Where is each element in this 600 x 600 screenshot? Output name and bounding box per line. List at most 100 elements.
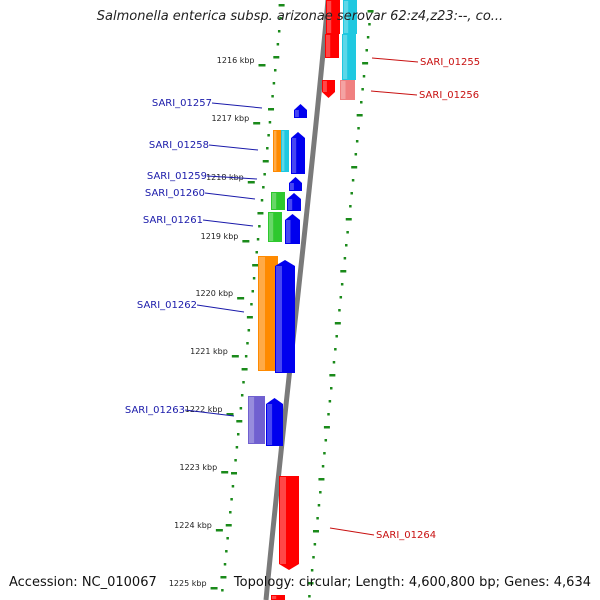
track-tick	[226, 537, 229, 540]
gene-shape	[279, 476, 299, 570]
track-tick	[267, 134, 270, 137]
gene-sari-01264	[279, 476, 299, 570]
gene-highlight	[249, 397, 255, 443]
gene-shape	[273, 130, 281, 172]
track-tick	[278, 4, 285, 7]
track-tick	[223, 563, 227, 566]
gene-highlight	[274, 131, 277, 171]
leader-line	[204, 192, 256, 200]
gene-shape	[289, 177, 302, 191]
track-tick	[271, 95, 274, 98]
track-tick	[231, 485, 235, 488]
genome-backbone	[263, 0, 331, 600]
scale-label: 1219 kbp	[201, 232, 239, 241]
track-tick	[340, 270, 347, 273]
track-tick	[276, 43, 280, 46]
track-tick	[246, 316, 253, 319]
gene-sari-01263-purple	[248, 396, 265, 444]
gene-label-left: SARI_01259	[147, 171, 207, 182]
leader-line	[184, 409, 235, 417]
track-tick	[357, 127, 360, 130]
gene-sari-01262	[275, 260, 295, 373]
gene-label-left: SARI_01262	[137, 300, 197, 311]
gene-highlight	[276, 266, 282, 372]
track-tick	[343, 257, 347, 260]
gene-shape	[285, 214, 300, 244]
track-tick	[361, 88, 364, 91]
gene-highlight	[282, 131, 285, 171]
gene-shape	[291, 132, 305, 174]
track-tick	[262, 186, 265, 189]
scale-label: 1222 kbp	[185, 405, 223, 414]
gene-highlight	[267, 404, 273, 445]
track-tick	[242, 381, 245, 384]
gene-sari-01256	[340, 80, 355, 100]
track-tick	[234, 459, 237, 462]
track-tick	[250, 303, 253, 306]
track-tick	[345, 244, 348, 247]
gene-label-right: SARI_01264	[376, 530, 436, 541]
gene-sari-01258	[291, 132, 305, 174]
scale-tick	[237, 297, 245, 300]
track-tick	[349, 205, 352, 208]
gene-label-right: SARI_01256	[419, 90, 479, 101]
track-tick	[252, 277, 256, 280]
scale-tick	[215, 529, 223, 532]
track-tick	[225, 524, 232, 527]
track-tick	[268, 121, 272, 124]
track-tick	[279, 17, 282, 20]
gene-highlight	[272, 596, 277, 599]
track-tick	[335, 335, 338, 338]
gene-shape	[342, 34, 356, 80]
track-tick	[356, 114, 363, 117]
track-tick	[319, 491, 322, 494]
scale-label: 1220 kbp	[195, 289, 233, 298]
track-tick	[266, 147, 269, 150]
gene-red-lower	[325, 34, 339, 58]
track-tick	[350, 192, 353, 195]
gene-shape	[266, 398, 283, 446]
gene-sari-01260-green	[271, 192, 285, 210]
gene-shape	[275, 260, 295, 373]
scale-tick	[253, 122, 261, 125]
track-tick	[273, 69, 277, 72]
track-tick	[263, 173, 266, 176]
track-tick	[345, 218, 352, 221]
gene-shape	[271, 192, 285, 210]
gene-sari-01258-orange	[273, 130, 281, 172]
track-tick	[310, 569, 314, 572]
track-tick	[312, 556, 315, 559]
track-tick	[316, 517, 319, 520]
track-tick	[277, 30, 281, 33]
track-tick	[225, 550, 228, 553]
track-tick	[362, 62, 369, 65]
track-tick	[360, 101, 363, 104]
scale-label: 1223 kbp	[179, 463, 217, 472]
track-tick	[246, 342, 249, 345]
gene-shape	[268, 212, 282, 242]
track-tick	[329, 387, 333, 390]
gene-cyan-lower	[342, 34, 356, 80]
track-tick	[332, 361, 336, 364]
gene-shape	[287, 193, 301, 211]
track-tick	[236, 420, 243, 423]
track-tick	[334, 348, 337, 351]
gene-sari-01257	[294, 104, 307, 118]
gene-label-left: SARI_01260	[145, 188, 205, 199]
track-tick	[317, 504, 321, 507]
track-tick	[355, 140, 359, 143]
label-leader-lines	[184, 57, 419, 536]
track-tick	[257, 212, 264, 215]
track-tick	[323, 426, 330, 429]
gene-highlight	[272, 193, 277, 209]
track-tick	[339, 296, 343, 299]
leader-line	[211, 102, 263, 109]
track-tick	[313, 543, 317, 546]
track-tick	[268, 108, 275, 111]
scale-label: 1225 kbp	[169, 579, 207, 588]
track-tick	[321, 465, 325, 468]
track-tick	[272, 82, 276, 85]
track-tick	[260, 199, 264, 202]
gene-label-left: SARI_01261	[143, 215, 203, 226]
